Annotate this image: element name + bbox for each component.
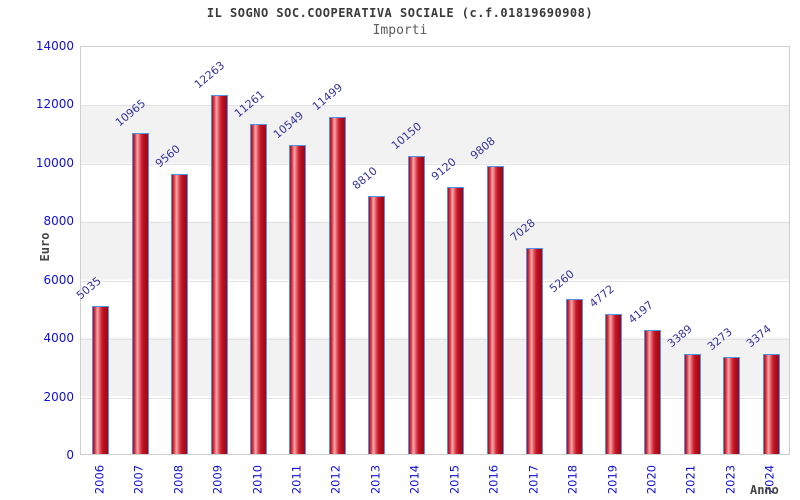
x-tick-label-2021: 2021 — [683, 464, 698, 495]
x-tick-label-2023: 2023 — [723, 464, 738, 495]
bar-2016 — [486, 166, 504, 454]
x-tick-label-2016: 2016 — [486, 464, 501, 495]
gridline-10000 — [81, 163, 789, 165]
gridline-6000 — [81, 280, 789, 282]
x-tick-label-2019: 2019 — [605, 464, 619, 495]
y-tick-label: 2000 — [43, 389, 74, 404]
x-tick-label-2011: 2011 — [289, 464, 304, 495]
bar-2008 — [171, 173, 189, 454]
bar-2010 — [250, 124, 267, 454]
bar-2017 — [526, 247, 544, 454]
bar-2006 — [92, 305, 110, 454]
x-tick-label-2009: 2009 — [210, 464, 225, 495]
y-tick-label: 12000 — [35, 97, 74, 112]
bar-2011 — [289, 144, 307, 454]
y-tick-label: 6000 — [43, 272, 74, 287]
x-tick-label-2014: 2014 — [407, 464, 422, 495]
y-tick-label: 10000 — [35, 155, 74, 170]
chart-subtitle: Importi — [372, 23, 428, 38]
bar-2015 — [447, 186, 465, 454]
x-tick-label-2007: 2007 — [131, 464, 146, 495]
bar-2009 — [210, 94, 228, 454]
y-tick-label: 8000 — [43, 214, 74, 229]
x-tick-label-2013: 2013 — [368, 464, 383, 495]
y-tick-label: 0 — [66, 448, 74, 462]
bar-2019 — [605, 313, 622, 454]
bar-2007 — [131, 132, 149, 454]
bar-2024 — [762, 354, 780, 454]
chart-title: IL SOGNO SOC.COOPERATIVA SOCIALE (c.f.01… — [206, 6, 594, 20]
x-tick-label-2017: 2017 — [526, 464, 541, 495]
bar-2018 — [565, 299, 583, 454]
bar-2014 — [407, 156, 425, 454]
y-tick-label: 4000 — [43, 331, 74, 346]
x-axis-title: Anno — [750, 483, 779, 497]
bar-2012 — [328, 117, 346, 454]
y-tick-label: 14000 — [35, 39, 74, 53]
x-tick-label-2008: 2008 — [171, 464, 186, 495]
plot-area — [80, 46, 790, 455]
bar-2020 — [644, 330, 662, 454]
gridline-4000 — [81, 339, 789, 341]
gridline-2000 — [81, 397, 789, 399]
x-tick-label-2006: 2006 — [92, 464, 107, 495]
x-tick-label-2020: 2020 — [644, 464, 659, 495]
bar-2013 — [368, 195, 386, 454]
x-tick-label-2010: 2010 — [250, 464, 264, 495]
gridline-8000 — [81, 222, 789, 224]
bar-2021 — [683, 354, 701, 454]
x-tick-label-2018: 2018 — [565, 464, 580, 495]
gridline-12000 — [81, 105, 789, 107]
bar-2023 — [723, 357, 741, 454]
x-tick-label-2012: 2012 — [328, 464, 343, 495]
x-tick-label-2015: 2015 — [447, 464, 462, 495]
